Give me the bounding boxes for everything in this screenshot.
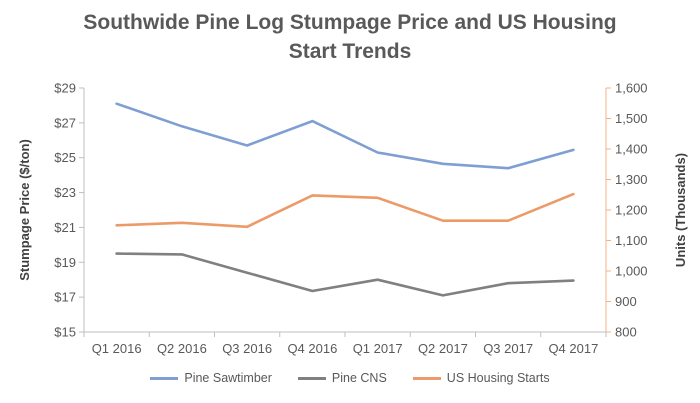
left-tick-label: $29 [54, 81, 76, 96]
series-layer [115, 102, 575, 297]
series-line-pine-sawtimber [115, 102, 575, 170]
series-line-pine-cns [115, 252, 575, 297]
x-tick-label: Q2 2016 [157, 341, 207, 356]
right-tick-label: 1,200 [615, 203, 648, 218]
left-tick-label: $27 [54, 115, 76, 130]
left-tick-label: $23 [54, 185, 76, 200]
legend-swatch [412, 376, 441, 380]
legend-item-pine-cns: Pine CNS [297, 371, 387, 385]
left-tick-label: $19 [54, 255, 76, 270]
left-tick-label: $25 [54, 150, 76, 165]
legend-label: Pine CNS [331, 371, 387, 385]
legend-swatch [150, 376, 179, 380]
left-axis: $15 $17 $19 $21 $23 $25 $27 $29 [54, 81, 85, 340]
legend-item-pine-sawtimber: Pine Sawtimber [150, 371, 272, 385]
left-tick-label: $21 [54, 220, 76, 235]
right-tick-label: 1,000 [615, 264, 648, 279]
legend-swatch [297, 376, 326, 380]
x-tick-label: Q2 2017 [418, 341, 468, 356]
legend-label: US Housing Starts [446, 371, 550, 385]
x-tick-label: Q3 2016 [222, 341, 272, 356]
y-axis-right-title: Units (Thousands) [673, 153, 688, 267]
chart-title: Southwide Pine Log Stumpage Price and US… [0, 8, 700, 66]
x-tick-label: Q3 2017 [483, 341, 533, 356]
legend-item-us-housing-starts: US Housing Starts [412, 371, 550, 385]
x-tick-label: Q4 2016 [287, 341, 337, 356]
left-tick-label: $15 [54, 325, 76, 340]
right-tick-label: 1,400 [615, 142, 648, 157]
right-tick-label: 900 [615, 294, 637, 309]
x-axis: Q1 2016 Q2 2016 Q3 2016 Q4 2016 Q1 2017 Q2 20… [83, 331, 607, 356]
chart-title-line-1: Southwide Pine Log Stumpage Price and US… [83, 11, 617, 34]
chart-legend: Pine Sawtimber Pine CNS US Housing Starts [0, 371, 700, 385]
x-tick-label: Q1 2016 [92, 341, 142, 356]
right-tick-label: 800 [615, 325, 637, 340]
legend-label: Pine Sawtimber [184, 371, 272, 385]
right-tick-label: 1,100 [615, 233, 648, 248]
right-axis: 800 900 1,000 1,100 1,200 1,300 1,400 1,500 1,60… [605, 81, 648, 340]
right-tick-label: 1,500 [615, 111, 648, 126]
right-tick-label: 1,300 [615, 172, 648, 187]
chart-title-line-2: Start Trends [288, 40, 412, 63]
y-axis-left-title: Stumpage Price ($/ton) [17, 139, 32, 281]
left-tick-label: $17 [54, 290, 76, 305]
x-tick-label: Q1 2017 [353, 341, 403, 356]
right-tick-label: 1,600 [615, 81, 648, 96]
x-tick-label: Q4 2017 [548, 341, 598, 356]
series-line-us-housing-starts [115, 192, 575, 229]
